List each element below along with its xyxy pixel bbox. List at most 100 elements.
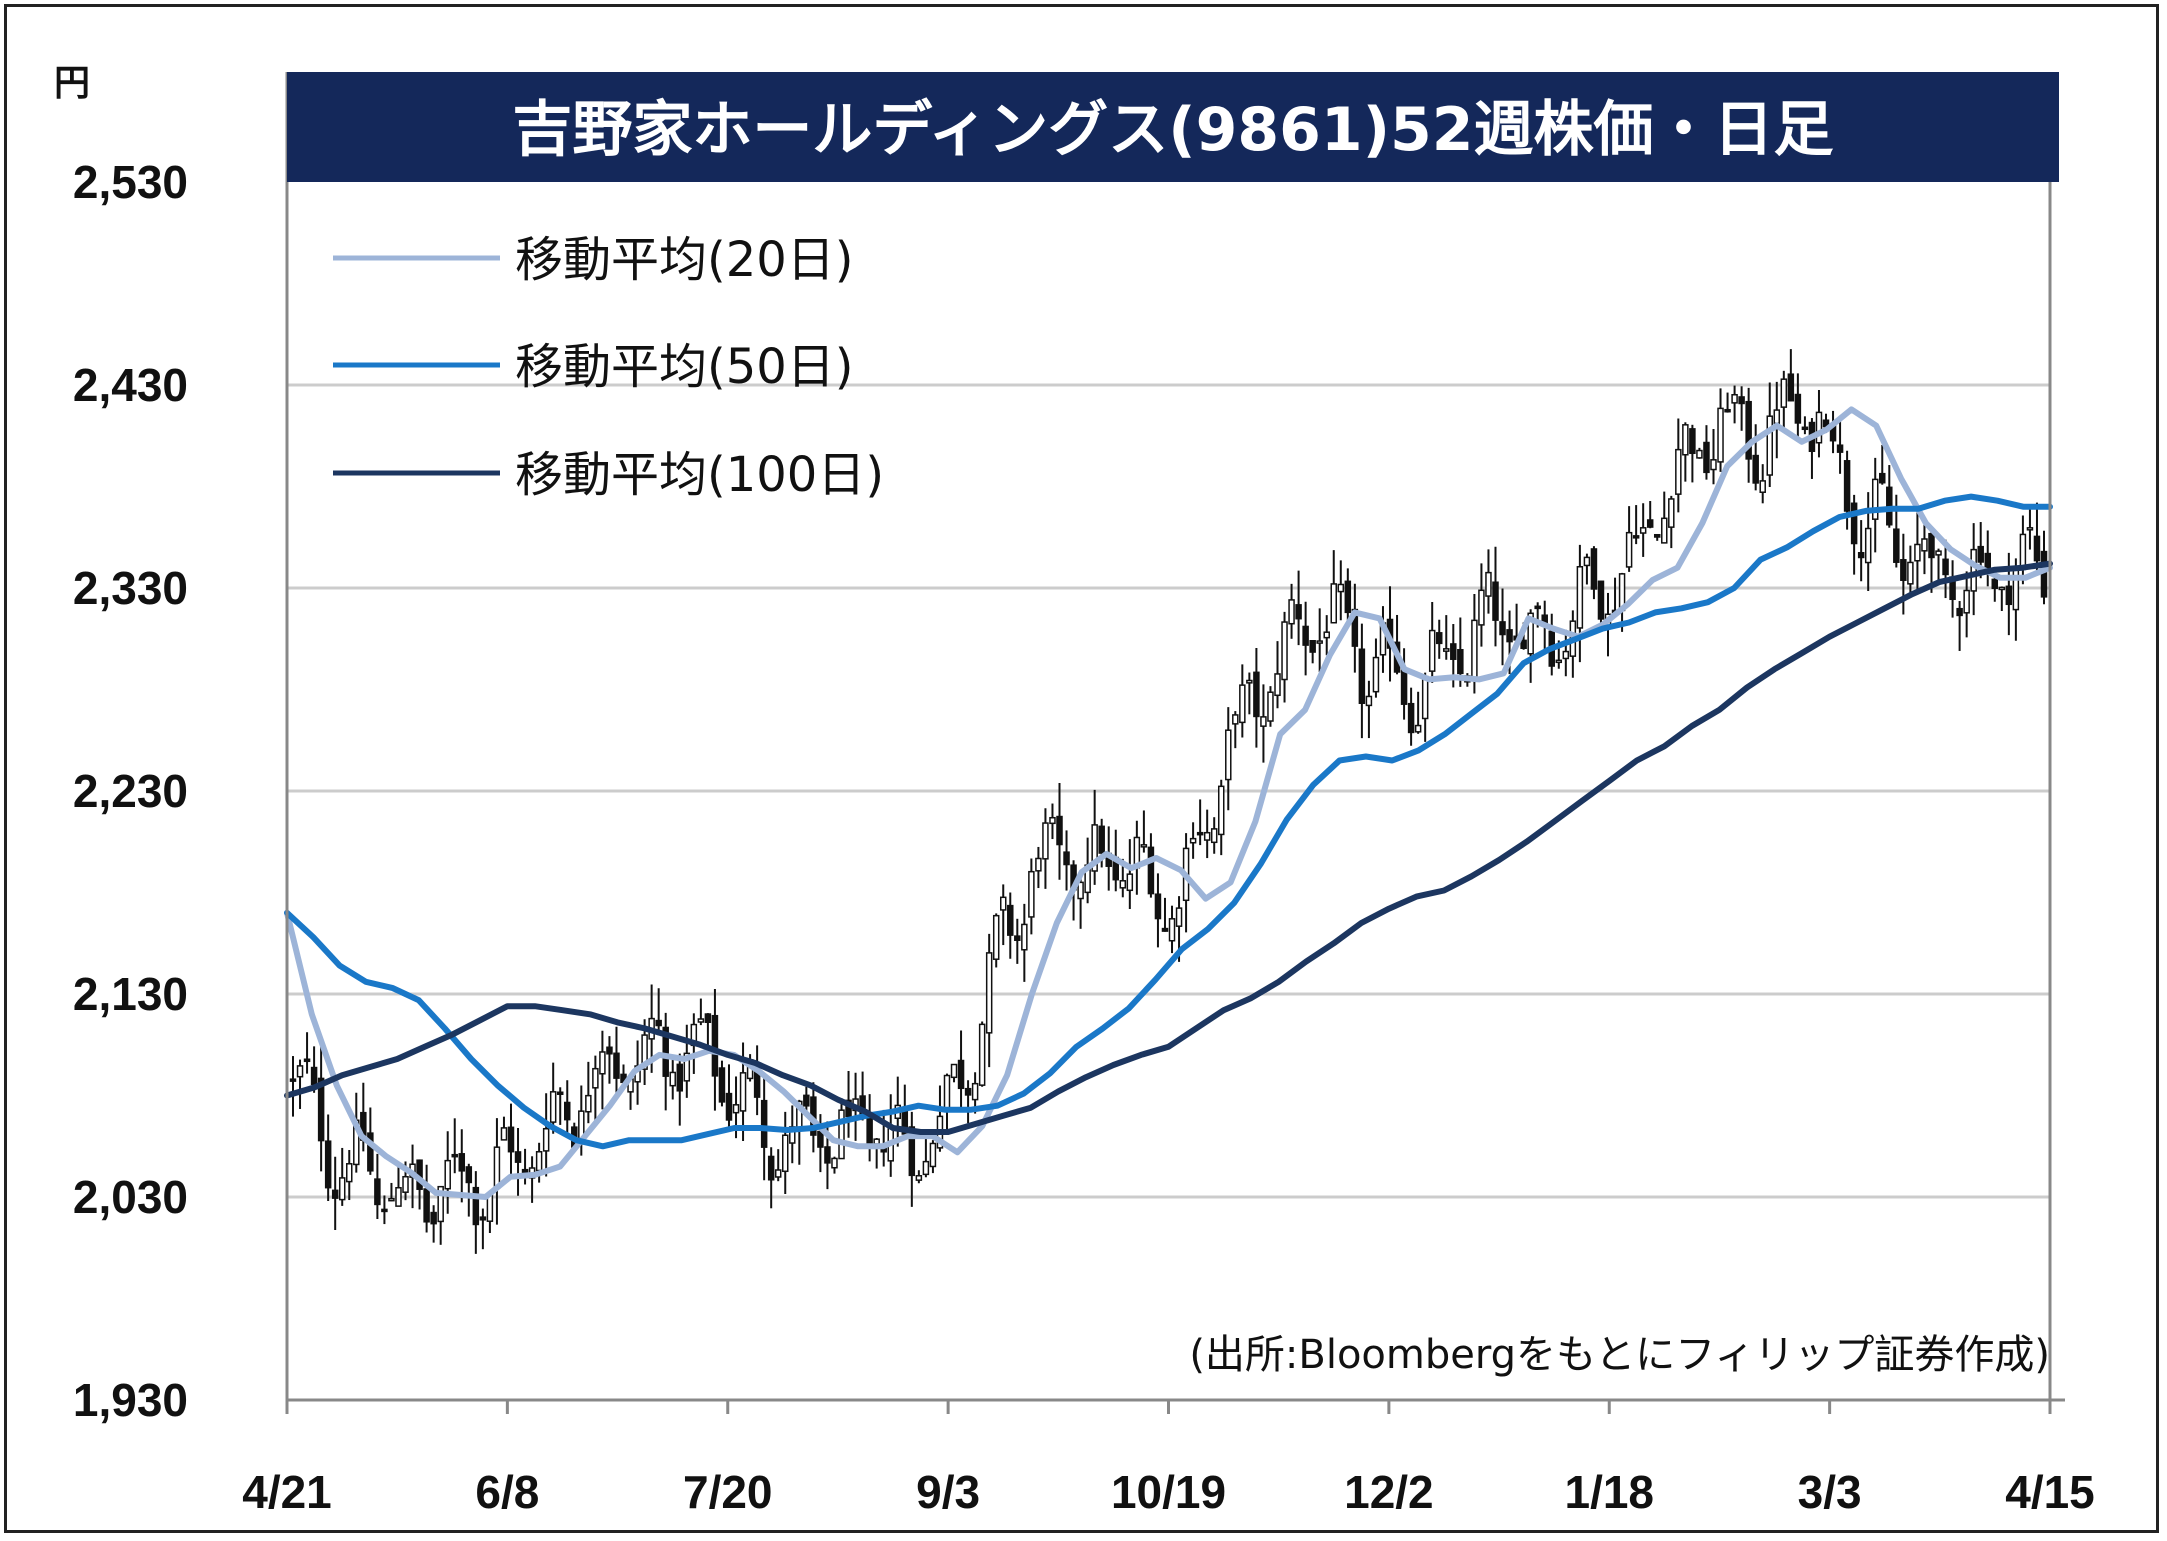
x-tick-label: 4/15 <box>2005 1466 2095 1518</box>
candle-body <box>1309 640 1316 653</box>
candle-body <box>1555 659 1563 664</box>
candle-body <box>1098 825 1105 854</box>
legend: 移動平均(20日) 移動平均(50日) 移動平均(100日) <box>333 232 884 503</box>
candle-body <box>1295 604 1302 620</box>
x-tick-label: 12/2 <box>1344 1466 1434 1518</box>
candle-body <box>1893 528 1900 563</box>
candle-body <box>1267 691 1274 722</box>
candle-body <box>1147 846 1155 895</box>
candle-body <box>395 1186 402 1207</box>
candle-body <box>346 1163 353 1183</box>
candle-body <box>1049 816 1056 825</box>
candle-body <box>289 1078 297 1082</box>
candle-body <box>606 1046 613 1055</box>
candle-body <box>1217 785 1225 836</box>
y-tick-label: 2,030 <box>73 1171 188 1223</box>
candle-body <box>1140 844 1148 848</box>
candle-body <box>1077 881 1084 900</box>
candle-body <box>1246 679 1253 684</box>
candle-body <box>1977 545 1984 563</box>
x-tick-label: 6/8 <box>475 1466 539 1518</box>
candle-body <box>1921 538 1928 552</box>
candle-body <box>1239 684 1246 724</box>
y-tick-labels: 2,530 2,430 2,330 2,230 2,130 2,030 1,930 <box>73 156 188 1426</box>
candle-body <box>655 1019 662 1027</box>
candle-body <box>1991 578 1999 590</box>
candle-body <box>803 1094 810 1107</box>
candle-body <box>1780 378 1788 408</box>
candle-body <box>296 1065 304 1078</box>
candle-body <box>999 896 1007 911</box>
candle-body <box>1196 831 1204 836</box>
candle-body <box>831 1157 838 1169</box>
candle-body <box>1457 649 1464 675</box>
candle-body <box>500 1127 508 1141</box>
candle-body <box>1478 589 1485 626</box>
candle-body <box>676 1063 684 1092</box>
candle-body <box>437 1185 444 1223</box>
candle-body <box>1731 393 1738 404</box>
candle-body <box>1745 400 1752 460</box>
candle-body <box>310 1066 318 1086</box>
grid-lines <box>287 383 2050 1199</box>
candle-body <box>1189 837 1197 844</box>
candle-body <box>585 1094 592 1113</box>
candle-body <box>1850 502 1858 545</box>
y-tick-label: 2,530 <box>73 156 188 208</box>
candle-body <box>1773 409 1781 425</box>
candle-body <box>1836 444 1844 453</box>
candle-body <box>1302 625 1309 646</box>
candle-body <box>423 1188 430 1223</box>
candle-body <box>542 1127 550 1152</box>
y-tick-label: 1,930 <box>73 1374 188 1426</box>
y-tick-label: 2,330 <box>73 562 188 614</box>
candle-body <box>402 1175 409 1193</box>
y-tick-label: 2,230 <box>73 765 188 817</box>
x-tick-label: 10/19 <box>1111 1466 1226 1518</box>
candle-body <box>1435 632 1443 645</box>
candle-body <box>1119 880 1127 889</box>
candle-body <box>1710 459 1717 471</box>
candle-body <box>1414 724 1422 733</box>
candle-body <box>1330 583 1338 624</box>
candle-body <box>1900 559 1907 581</box>
moving-average-lines <box>284 406 2053 1200</box>
candle-body <box>1358 648 1366 704</box>
candle-body <box>669 1071 676 1087</box>
candle-body <box>943 1074 951 1109</box>
candle-body <box>1625 531 1633 568</box>
candle-body <box>1063 851 1070 866</box>
candle-body <box>367 1132 374 1172</box>
candle-body <box>1344 580 1352 614</box>
source-note: (出所:Bloombergをもとにフィリップ証券作成) <box>1189 1332 2050 1378</box>
candle-body <box>2019 533 2027 571</box>
candle-body <box>1443 648 1450 652</box>
candle-body <box>1963 589 1970 614</box>
candle-body <box>1928 532 1935 559</box>
candle-body <box>964 1087 972 1096</box>
x-tick-label: 7/20 <box>683 1466 773 1518</box>
ma-line-ma20 <box>284 406 2053 1200</box>
candle-body <box>1421 675 1429 720</box>
candle-body <box>1154 893 1162 920</box>
candle-body <box>1365 695 1373 707</box>
candle-body <box>1682 424 1689 456</box>
candle-body <box>1203 831 1211 841</box>
candle-body <box>1161 927 1169 932</box>
candle-body <box>1091 824 1098 872</box>
candle-body <box>641 1034 648 1070</box>
candle-body <box>1520 639 1527 650</box>
candle-body <box>1316 640 1323 644</box>
candle-body <box>1583 556 1591 567</box>
chart-title: 吉野家ホールディングス(9861)52週株価・日足 <box>512 95 1833 165</box>
candle-body <box>1998 586 2006 591</box>
candle-body <box>1766 415 1773 476</box>
candle-body <box>1485 571 1492 597</box>
candle-body <box>1407 702 1415 734</box>
candle-body <box>1035 857 1042 872</box>
candle-body <box>1857 552 1865 559</box>
candle-body <box>1907 561 1914 585</box>
candle-body <box>866 1117 873 1145</box>
candle-body <box>493 1146 501 1189</box>
title-banner <box>287 72 2059 182</box>
